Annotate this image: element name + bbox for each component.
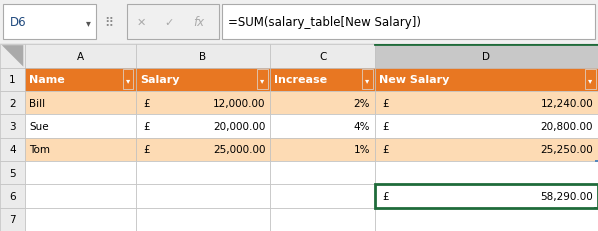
Bar (270, 115, 375, 138)
Text: 4%: 4% (353, 122, 370, 131)
Text: 12,240.00: 12,240.00 (541, 98, 593, 108)
Text: 58,290.00: 58,290.00 (541, 191, 593, 201)
Bar (375, 185, 598, 208)
Bar (136, 91, 270, 115)
Text: 5: 5 (9, 168, 16, 178)
Bar (222, 5, 595, 40)
Text: New Salary: New Salary (379, 75, 450, 85)
Bar (25, 45, 136, 68)
Bar (0, 161, 25, 185)
Bar (0, 185, 25, 208)
Text: A: A (77, 52, 84, 62)
Bar (270, 91, 375, 115)
Bar (375, 138, 598, 161)
Text: ✕: ✕ (137, 18, 147, 27)
Bar (270, 185, 375, 208)
Bar (136, 208, 270, 231)
Text: Tom: Tom (29, 145, 50, 155)
Text: D: D (483, 52, 490, 62)
Text: 3: 3 (9, 122, 16, 131)
Bar (375, 208, 598, 231)
Bar (136, 138, 270, 161)
Text: C: C (319, 52, 327, 62)
Bar (25, 208, 136, 231)
Bar (25, 138, 136, 161)
Bar (0, 115, 25, 138)
Text: 20,000.00: 20,000.00 (213, 122, 266, 131)
Bar (136, 45, 270, 68)
Text: =SUM(salary_table[New Salary]): =SUM(salary_table[New Salary]) (228, 16, 422, 29)
Text: Salary: Salary (140, 75, 179, 85)
Text: ▾: ▾ (86, 18, 91, 27)
Polygon shape (2, 46, 23, 67)
Bar (0, 45, 25, 68)
Bar (375, 68, 598, 91)
Bar (270, 45, 375, 68)
Bar (123, 70, 133, 90)
Bar (0, 91, 25, 115)
Bar (362, 70, 373, 90)
Text: 2%: 2% (353, 98, 370, 108)
Text: 25,250.00: 25,250.00 (541, 145, 593, 155)
Text: 12,000.00: 12,000.00 (213, 98, 266, 108)
Text: 2: 2 (9, 98, 16, 108)
Text: ▾: ▾ (588, 76, 593, 84)
Text: ▾: ▾ (126, 76, 130, 84)
Text: £: £ (143, 145, 150, 155)
Bar (0, 138, 25, 161)
Text: ▾: ▾ (260, 76, 265, 84)
Text: Increase: Increase (274, 75, 328, 85)
Text: 7: 7 (9, 214, 16, 224)
Text: B: B (200, 52, 206, 62)
Text: ✓: ✓ (164, 18, 173, 27)
Text: £: £ (382, 191, 389, 201)
Bar (136, 68, 270, 91)
Bar (375, 91, 598, 115)
Text: Sue: Sue (29, 122, 49, 131)
Bar (136, 115, 270, 138)
Text: D6: D6 (10, 16, 27, 29)
Text: £: £ (382, 98, 389, 108)
Text: 1%: 1% (353, 145, 370, 155)
Bar (375, 185, 598, 208)
Text: 4: 4 (9, 145, 16, 155)
Bar (375, 115, 598, 138)
Bar (270, 161, 375, 185)
Bar (270, 68, 375, 91)
Text: 25,000.00: 25,000.00 (213, 145, 266, 155)
Text: ▾: ▾ (365, 76, 370, 84)
Bar (127, 5, 219, 40)
Bar (257, 70, 268, 90)
Bar (25, 161, 136, 185)
Bar (585, 70, 596, 90)
Text: 1: 1 (9, 75, 16, 85)
Text: £: £ (382, 122, 389, 131)
Bar (25, 91, 136, 115)
Bar (136, 161, 270, 185)
Bar (3, 5, 96, 40)
Text: Bill: Bill (29, 98, 45, 108)
Text: £: £ (382, 145, 389, 155)
Bar (596, 161, 598, 162)
Bar (136, 185, 270, 208)
Bar (270, 138, 375, 161)
Bar (25, 185, 136, 208)
Text: Name: Name (29, 75, 65, 85)
Bar (25, 115, 136, 138)
Bar (270, 208, 375, 231)
Text: £: £ (143, 98, 150, 108)
Bar (375, 161, 598, 185)
Text: 20,800.00: 20,800.00 (541, 122, 593, 131)
Text: ⠿: ⠿ (104, 16, 114, 29)
Bar (594, 207, 598, 209)
Text: fx: fx (193, 16, 204, 29)
Bar (0, 208, 25, 231)
Bar (0, 68, 25, 91)
Text: 6: 6 (9, 191, 16, 201)
Text: £: £ (143, 122, 150, 131)
Bar (25, 68, 136, 91)
Bar (375, 45, 598, 68)
